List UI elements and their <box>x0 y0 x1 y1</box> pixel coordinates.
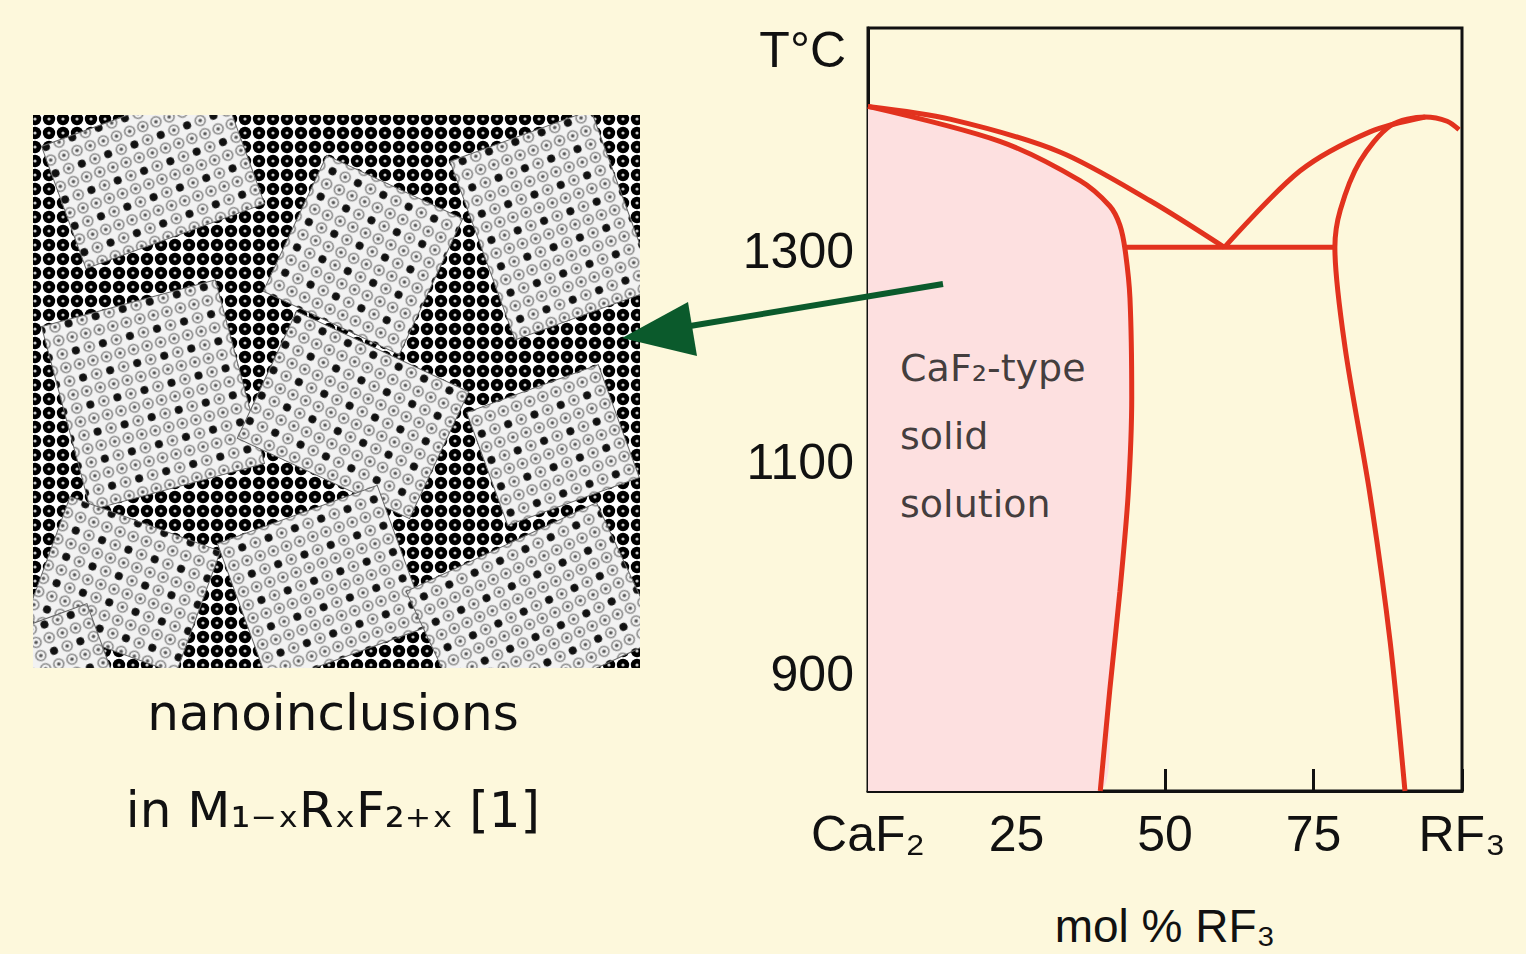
svg-text:solution: solution <box>900 482 1050 526</box>
svg-text:900: 900 <box>771 646 854 702</box>
html-text:nanoinclusions: nanoinclusions <box>147 684 519 742</box>
svg-text:solid: solid <box>900 414 988 458</box>
svg-text:RF₃: RF₃ <box>1418 806 1505 862</box>
svg-text:T°C: T°C <box>759 22 846 78</box>
svg-text:50: 50 <box>1137 806 1193 862</box>
svg-text:mol % RF₃: mol % RF₃ <box>1055 900 1276 952</box>
svg-text:CaF₂: CaF₂ <box>811 806 925 862</box>
svg-text:1100: 1100 <box>746 434 854 490</box>
svg-text:75: 75 <box>1286 806 1342 862</box>
svg-text:CaF₂-type: CaF₂-type <box>900 346 1086 390</box>
svg-text:1300: 1300 <box>743 223 854 279</box>
html-text:in M₁₋ₓRₓF₂₊ₓ [1]: in M₁₋ₓRₓF₂₊ₓ [1] <box>125 781 541 839</box>
svg-text:25: 25 <box>989 806 1045 862</box>
